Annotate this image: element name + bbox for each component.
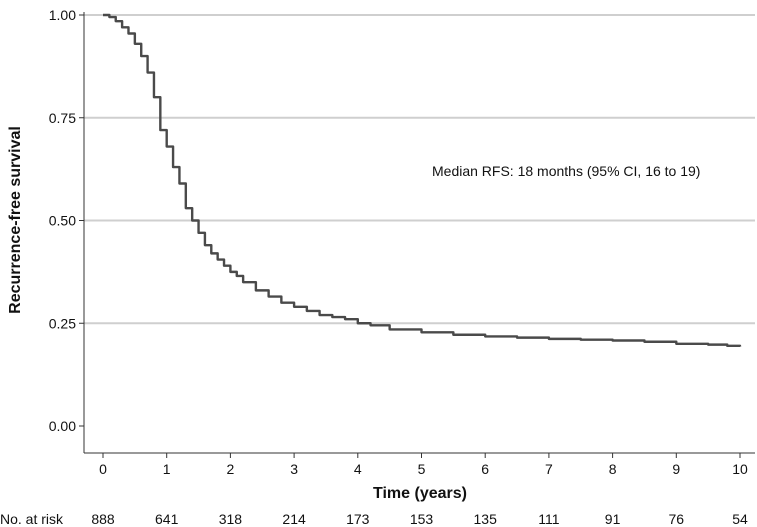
risk-count: 54: [732, 511, 748, 527]
x-tick-label: 10: [732, 461, 748, 477]
risk-table-label: No. at risk: [0, 511, 64, 527]
y-tick-label: 0.50: [49, 213, 76, 229]
risk-count: 214: [282, 511, 306, 527]
y-tick-label: 1.00: [49, 7, 76, 23]
x-tick-label: 9: [672, 461, 680, 477]
y-tick-label: 0.25: [49, 315, 76, 331]
risk-count: 135: [474, 511, 498, 527]
x-tick-label: 4: [354, 461, 362, 477]
x-tick-label: 1: [163, 461, 171, 477]
risk-count: 173: [346, 511, 370, 527]
axes: [83, 12, 755, 454]
x-axis-ticks: 0 1 2 3 4 5 6 7 8 9 10: [99, 453, 748, 477]
median-rfs-annotation: Median RFS: 18 months (95% CI, 16 to 19): [432, 163, 700, 179]
x-tick-label: 0: [99, 461, 107, 477]
x-axis-title: Time (years): [373, 485, 467, 502]
x-tick-label: 5: [418, 461, 426, 477]
risk-count: 76: [669, 511, 685, 527]
y-axis-ticks: 0.00 0.25 0.50 0.75 1.00: [49, 7, 84, 434]
risk-count: 641: [155, 511, 179, 527]
survival-curve: [103, 13, 742, 348]
y-axis-title: Recurrence-free survival: [7, 126, 24, 314]
x-tick-label: 6: [481, 461, 489, 477]
x-tick-label: 2: [227, 461, 235, 477]
risk-count: 153: [410, 511, 434, 527]
risk-count: 91: [605, 511, 621, 527]
risk-table: No. at risk 888 641 318 214 173 153 135 111 91 76…: [0, 511, 748, 527]
x-tick-label: 8: [609, 461, 617, 477]
risk-count: 111: [538, 511, 559, 527]
x-tick-label: 3: [290, 461, 298, 477]
survival-line: [103, 13, 742, 348]
y-tick-label: 0.75: [49, 110, 76, 126]
y-tick-label: 0.00: [49, 418, 76, 434]
x-tick-label: 7: [545, 461, 553, 477]
risk-count: 888: [91, 511, 115, 527]
risk-count: 318: [219, 511, 243, 527]
